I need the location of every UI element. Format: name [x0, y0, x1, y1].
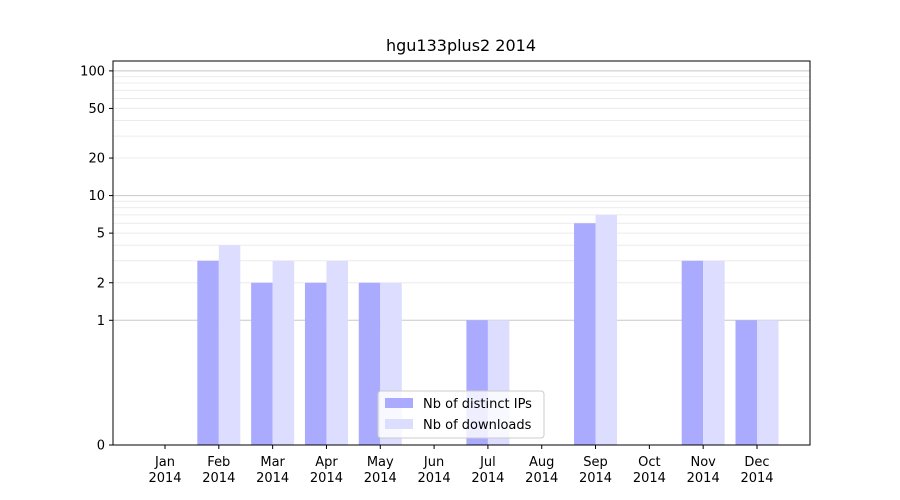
bar-distinct-ips: [304, 282, 327, 445]
x-tick-label-year: 2014: [310, 471, 343, 486]
x-tick-label-month: Jun: [423, 455, 444, 470]
bar-downloads: [272, 260, 295, 445]
bar-distinct-ips: [574, 223, 596, 445]
y-tick-label: 50: [88, 102, 105, 117]
legend-swatch: [385, 398, 413, 408]
bar-downloads: [326, 260, 348, 445]
bar-distinct-ips: [251, 282, 273, 445]
x-tick-label-year: 2014: [579, 471, 612, 486]
x-tick-label-month: Nov: [690, 455, 716, 470]
y-tick-label: 0: [97, 439, 105, 454]
bar-downloads: [218, 245, 241, 445]
x-tick-label-year: 2014: [256, 471, 289, 486]
plot-area-frame: [112, 60, 811, 446]
bar-distinct-ips: [197, 260, 219, 445]
x-tick-label-year: 2014: [364, 471, 397, 486]
x-tick-label-month: May: [367, 455, 394, 470]
y-tick-label: 2: [97, 276, 105, 291]
bar-downloads: [757, 320, 779, 445]
x-tick-label-month: Apr: [315, 455, 338, 470]
x-axis: Jan2014Feb2014Mar2014Apr2014May2014Jun20…: [148, 445, 774, 486]
legend-label: Nb of downloads: [423, 418, 532, 433]
bar-distinct-ips: [681, 260, 704, 445]
y-tick-label: 20: [88, 152, 105, 167]
x-tick-label-month: Jan: [154, 455, 175, 470]
x-tick-label-month: Mar: [260, 455, 285, 470]
chart-title: hgu133plus2 2014: [386, 36, 536, 55]
x-tick-label-year: 2014: [202, 471, 235, 486]
legend: Nb of distinct IPs Nb of downloads: [377, 390, 545, 439]
y-tick-label: 10: [88, 189, 105, 204]
x-tick-label-month: Jul: [479, 455, 496, 470]
x-tick-label-month: Sep: [583, 455, 608, 470]
x-tick-label-year: 2014: [525, 471, 558, 486]
bar-distinct-ips: [735, 320, 757, 445]
x-tick-label-year: 2014: [418, 471, 451, 486]
y-tick-label: 100: [80, 64, 105, 79]
y-axis: 0 1 2 5 10 20 50 100: [80, 64, 113, 454]
y-tick-label: 5: [97, 227, 105, 242]
bar-downloads: [595, 214, 618, 445]
x-tick-label-year: 2014: [471, 471, 504, 486]
legend-swatch: [385, 419, 413, 429]
bar-downloads: [703, 260, 725, 445]
bar-distinct-ips: [358, 282, 381, 445]
x-tick-label-month: Dec: [744, 455, 769, 470]
bars: [197, 214, 779, 445]
legend-label: Nb of distinct IPs: [423, 397, 532, 412]
x-tick-label-month: Aug: [529, 455, 554, 470]
x-tick-label-year: 2014: [633, 471, 666, 486]
x-tick-label-year: 2014: [687, 471, 720, 486]
x-tick-label-month: Feb: [207, 455, 230, 470]
x-tick-label-year: 2014: [148, 471, 181, 486]
x-tick-label-month: Oct: [638, 455, 660, 470]
y-tick-label: 1: [97, 314, 105, 329]
x-tick-label-year: 2014: [740, 471, 773, 486]
legend-box: [377, 390, 545, 439]
